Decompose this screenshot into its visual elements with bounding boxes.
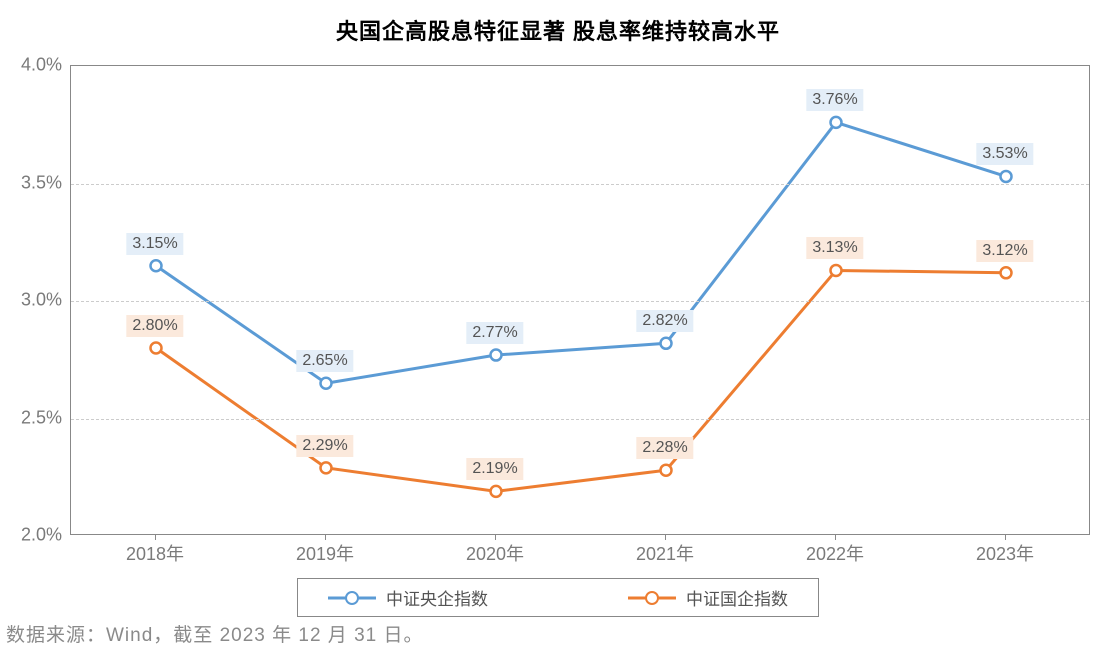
- data-label: 2.82%: [636, 310, 693, 332]
- data-marker: [491, 350, 502, 361]
- legend-swatch: [328, 590, 376, 606]
- x-axis-label: 2021年: [605, 540, 725, 566]
- data-marker: [151, 343, 162, 354]
- data-label: 2.28%: [636, 437, 693, 459]
- data-marker: [661, 338, 672, 349]
- data-marker: [831, 265, 842, 276]
- data-label: 2.80%: [126, 315, 183, 337]
- legend-item: 中证央企指数: [328, 585, 488, 610]
- plot-svg: [71, 66, 1089, 534]
- y-axis-label: 3.5%: [2, 172, 62, 193]
- chart-title: 央国企高股息特征显著 股息率维持较高水平: [0, 0, 1116, 46]
- data-marker: [661, 465, 672, 476]
- y-axis-label: 2.0%: [2, 525, 62, 546]
- plot-area: [70, 65, 1090, 535]
- legend: 中证央企指数 中证国企指数: [297, 578, 819, 617]
- series-line: [156, 270, 1006, 491]
- gridline: [71, 184, 1089, 185]
- x-axis-label: 2019年: [265, 540, 385, 566]
- legend-item: 中证国企指数: [628, 585, 788, 610]
- x-tick: [835, 534, 836, 540]
- x-tick: [665, 534, 666, 540]
- x-axis-label: 2023年: [945, 540, 1065, 566]
- x-tick: [155, 534, 156, 540]
- legend-swatch: [628, 590, 676, 606]
- data-label: 3.12%: [976, 240, 1033, 262]
- data-marker: [151, 260, 162, 271]
- data-marker: [1001, 267, 1012, 278]
- x-tick: [495, 534, 496, 540]
- x-tick: [325, 534, 326, 540]
- y-axis-label: 4.0%: [2, 55, 62, 76]
- data-label: 2.77%: [466, 322, 523, 344]
- data-label: 2.29%: [296, 435, 353, 457]
- data-label: 3.76%: [806, 89, 863, 111]
- data-label: 2.65%: [296, 350, 353, 372]
- x-axis-label: 2022年: [775, 540, 895, 566]
- x-tick: [1005, 534, 1006, 540]
- data-marker: [491, 486, 502, 497]
- y-axis-label: 2.5%: [2, 407, 62, 428]
- data-marker: [321, 462, 332, 473]
- x-axis-label: 2018年: [95, 540, 215, 566]
- gridline: [71, 301, 1089, 302]
- data-label: 3.15%: [126, 233, 183, 255]
- chart-container: 央国企高股息特征显著 股息率维持较高水平 中证央企指数 中证国企指数 数据来源：W…: [0, 0, 1116, 649]
- data-marker: [321, 378, 332, 389]
- legend-label: 中证央企指数: [386, 585, 488, 610]
- gridline: [71, 419, 1089, 420]
- x-axis-label: 2020年: [435, 540, 555, 566]
- data-label: 3.53%: [976, 143, 1033, 165]
- data-label: 3.13%: [806, 237, 863, 259]
- data-marker: [1001, 171, 1012, 182]
- series-line: [156, 122, 1006, 383]
- data-label: 2.19%: [466, 458, 523, 480]
- data-source-footnote: 数据来源：Wind，截至 2023 年 12 月 31 日。: [6, 620, 424, 647]
- legend-label: 中证国企指数: [686, 585, 788, 610]
- y-axis-label: 3.0%: [2, 290, 62, 311]
- data-marker: [831, 117, 842, 128]
